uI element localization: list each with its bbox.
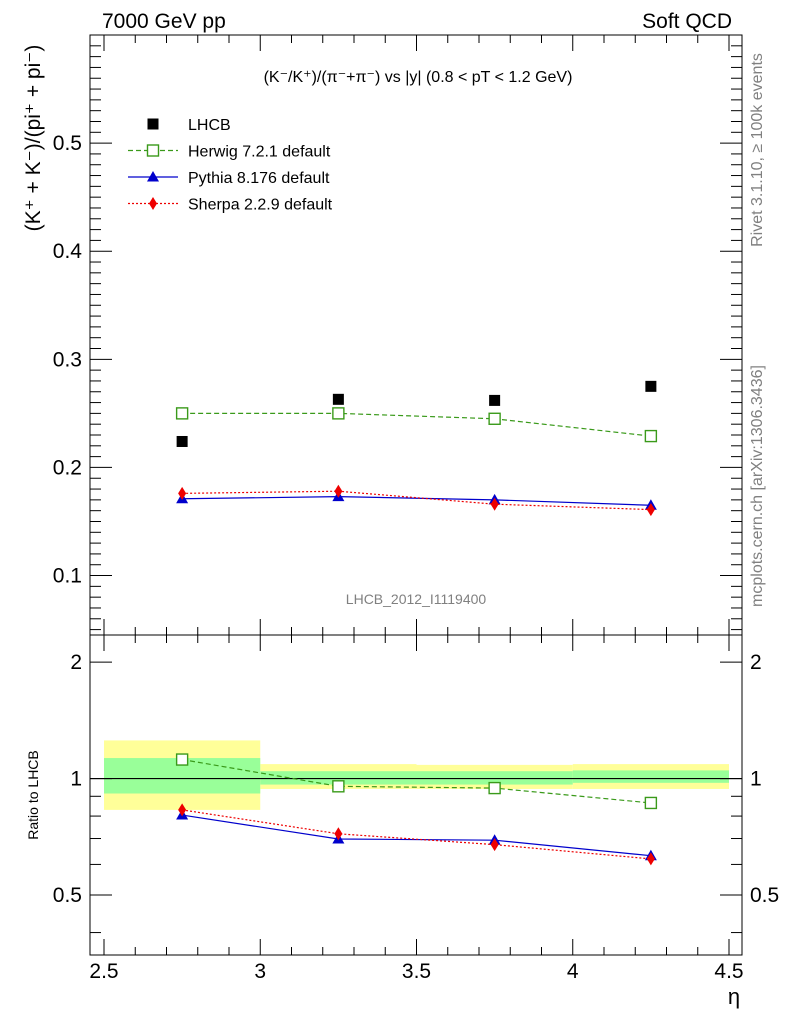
lhcb-point [176,435,188,447]
legend-label-pythia: Pythia 8.176 default [188,170,330,187]
lhcb-point [645,380,657,392]
legend-marker-sherpa [149,197,157,210]
sherpa-point [646,503,655,517]
x-tick-label: 3 [254,960,266,983]
mcplots-label: mcplots.cern.ch [arXiv:1306.3436] [749,365,766,607]
y-tick-label: 0.1 [53,565,82,588]
ratio-y-axis-label: Ratio to LHCB [25,750,41,839]
ratio-y-tick-label: 2 [70,651,82,674]
ratio-uncertainty-bands [90,740,742,810]
herwig-point [175,407,189,420]
ratio-y-tick-label-right: 2 [750,651,762,674]
y-tick-label: 0.3 [53,348,82,371]
lhcb-point [489,394,501,406]
ratio-y-tick-label-right: 0.5 [750,884,779,907]
header-left: 7000 GeV pp [102,10,226,33]
y-tick-label: 0.5 [53,132,82,155]
herwig-ratio-point [488,781,501,795]
legend-label-herwig: Herwig 7.2.1 default [188,144,331,161]
x-tick-label: 4 [567,960,579,983]
x-tick-label: 2.5 [89,960,118,983]
sherpa-point [178,486,187,500]
legend-marker-pythia [147,171,159,182]
sherpa-line [182,490,651,511]
herwig-line [182,412,651,437]
legend-marker-lhcb [147,118,159,130]
x-tick-label: 4.5 [714,960,743,983]
x-axis-label: η [728,984,740,1009]
y-tick-label: 0.2 [53,456,82,479]
legend-label-sherpa: Sherpa 2.2.9 default [188,197,333,214]
herwig-point [488,412,501,425]
herwig-ratio-line [182,758,651,804]
herwig-ratio-point [175,753,189,766]
legend-marker-herwig [146,144,160,157]
main-series [175,380,658,517]
x-tick-label: 3.5 [402,960,431,983]
pythia-line [182,496,651,506]
pythia-ratio-line [182,814,651,857]
ratio-series [175,753,658,866]
ratio-y-tick-label: 0.5 [53,884,82,907]
header-right: Soft QCD [642,10,732,33]
ratio-y-tick-label: 1 [70,768,82,791]
herwig-ratio-point [332,780,345,793]
sherpa-ratio-line [182,809,651,860]
rivet-label: Rivet 3.1.10, ≥ 100k events [749,53,766,247]
lhcb-point [332,393,344,405]
plot-title: (K⁻/K⁺)/(π⁻+π⁻) vs |y| (0.8 < pT < 1.2 G… [264,69,573,86]
legend-label-lhcb: LHCB [188,117,231,134]
herwig-point [644,429,658,443]
axis-ticks: 2.5 3 3.5 4 4.5 0.1 0.2 0.3 0.4 0.5 0.5 0.5 1 1 2 2 [53,35,779,983]
ratio-band-inner [416,771,573,785]
sherpa-point [490,497,499,511]
ratio-band-inner [260,771,417,785]
y-tick-label: 0.4 [53,240,83,263]
watermark: LHCB_2012_I1119400 [346,591,487,607]
herwig-point [332,407,345,420]
sherpa-point [334,484,343,498]
sherpa-ratio-point [646,852,655,866]
ratio-y-tick-label-right: 1 [750,768,762,791]
legend: LHCB Herwig 7.2.1 default Pythia 8.176 def… [128,117,333,214]
y-axis-label: (K⁺ + K⁻)/(pi⁺ + pi⁻) [22,45,45,232]
sherpa-ratio-point [178,803,187,817]
sherpa-ratio-point [334,827,343,841]
herwig-ratio-point [644,796,658,810]
sherpa-ratio-point [490,838,499,852]
ratio-band-inner [572,770,729,783]
